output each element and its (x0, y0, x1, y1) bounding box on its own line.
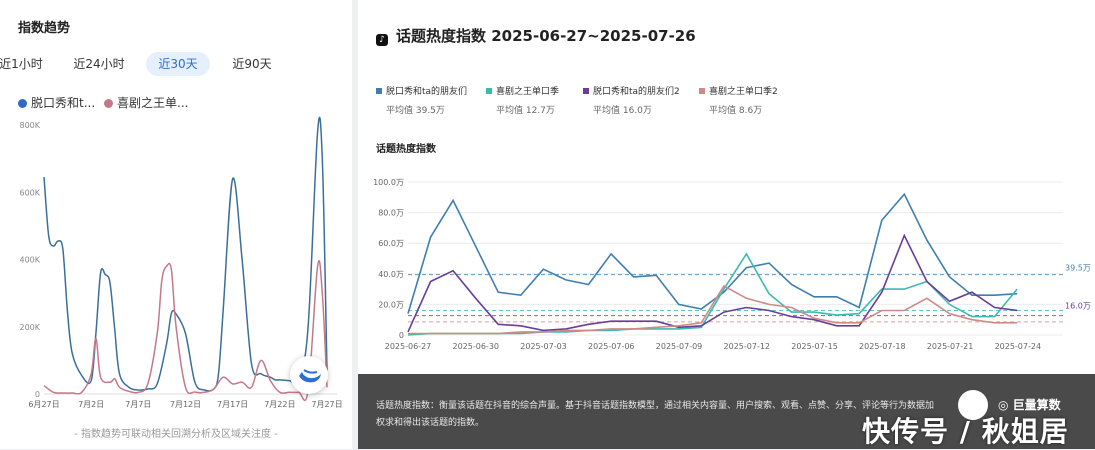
legend-average: 平均值 8.6万 (709, 106, 763, 116)
description-bar: 话题热度指数：衡量该话题在抖音的综合声量。基于抖音话题指数模型，通过相关内容量、… (358, 374, 1095, 449)
y-tick-label: 200K (19, 323, 40, 332)
right-legend-item: 脱口秀和ta的朋友们 (376, 84, 467, 97)
series-line (43, 259, 328, 402)
x-tick-label: 7月2日 (78, 400, 104, 409)
legend-swatch (583, 88, 589, 94)
legend-label: 脱口秀和ta的朋友们 (386, 87, 468, 97)
chart-subtitle: 话题热度指数 (376, 144, 436, 155)
y-tick-label: 0 (35, 390, 40, 399)
legend-swatch (699, 88, 705, 94)
average-label: 39.5万 (1065, 264, 1091, 273)
series-line (408, 284, 1018, 335)
left-panel: 指数趋势 近1小时 近24小时 近30天 近90天 脱口秀和t... 喜剧之王单… (0, 0, 352, 449)
x-tick-label: 2025-07-03 (520, 342, 567, 351)
x-tick-label: 2025-07-15 (791, 342, 838, 351)
x-tick-label: 2025-07-18 (859, 342, 906, 351)
watermark: 快传号 / 秋姐居 (862, 415, 1069, 448)
x-tick-label: 7月27日 (311, 400, 342, 409)
x-tick-label: 6月27日 (28, 400, 59, 409)
qr-code-icon (958, 390, 988, 420)
series-line (407, 233, 1018, 333)
x-tick-label: 2025-07-21 (927, 342, 974, 351)
tab-30d[interactable]: 近30天 (146, 52, 210, 76)
legend-swatch (376, 88, 382, 94)
tiktok-icon: ♪ (376, 34, 388, 46)
y-tick-label: 100.0万 (373, 178, 404, 187)
x-tick-label: 2025-06-30 (453, 342, 500, 351)
x-tick-label: 7月17日 (217, 400, 248, 409)
x-tick-label: 2025-07-12 (724, 342, 771, 351)
right-legend-item: 脱口秀和ta的朋友们2 (583, 84, 680, 97)
legend-label: 脱口秀和ta的朋友们2 (593, 87, 680, 97)
legend-label: 喜剧之王单... (117, 96, 189, 110)
tab-90d[interactable]: 近90天 (232, 57, 272, 71)
y-tick-label: 80.0万 (378, 209, 404, 218)
right-legend-item: 喜剧之王单口季2 (699, 84, 778, 97)
right-heat-chart: 0 20.0万 40.0万 60.0万 80.0万 100.0万 2025-06-27 202… (373, 178, 1091, 351)
bird-logo-icon (299, 369, 321, 383)
brand-logo: ◎ 巨量算数 (998, 396, 1061, 413)
brand-name: 巨量算数 (1012, 398, 1061, 412)
right-legend-item: 喜剧之王单口季 (486, 84, 559, 97)
y-tick-label: 800K (19, 121, 40, 130)
index-description: 话题热度指数：衡量该话题在抖音的综合声量。基于抖音话题指数模型，通过相关内容量、… (376, 401, 935, 428)
left-footer-note: - 指数趋势可联动相关回溯分析及区域关注度 - (74, 429, 278, 440)
x-tick-label: 7月22日 (264, 400, 295, 409)
series-line (407, 252, 1018, 336)
tab-1h[interactable]: 近1小时 (0, 57, 43, 71)
left-trend-chart: 0 200K 400K 600K 800K 6月27日 7月2日 7月7日 7月12日 7月17日… (19, 116, 343, 409)
y-tick-label: 20.0万 (378, 300, 404, 309)
legend-label: 脱口秀和t... (31, 96, 96, 110)
right-title: ♪ 话题热度指数 2025-06-27~2025-07-26 (376, 25, 696, 46)
legend-average: 平均值 39.5万 (386, 106, 445, 116)
legend-swatch (486, 88, 492, 94)
brand-mark-icon: ◎ (998, 398, 1013, 412)
y-tick-label: 60.0万 (378, 239, 404, 248)
y-tick-label: 400K (19, 256, 40, 265)
x-tick-label: 2025-07-09 (656, 342, 703, 351)
x-tick-label: 2025-06-27 (385, 342, 432, 351)
series-line (407, 192, 1018, 314)
x-tick-label: 7月7日 (125, 400, 151, 409)
legend-item[interactable]: 喜剧之王单... (104, 94, 188, 111)
x-tick-label: 7月12日 (170, 400, 201, 409)
x-tick-label: 2025-07-06 (588, 342, 635, 351)
legend-average: 平均值 16.0万 (593, 106, 652, 116)
assistant-float-button[interactable] (290, 356, 328, 394)
average-label: 16.0万 (1065, 302, 1091, 311)
legend-label: 喜剧之王单口季2 (709, 87, 778, 97)
legend-average: 平均值 12.7万 (496, 106, 555, 116)
legend-item[interactable]: 脱口秀和t... (18, 94, 95, 111)
legend-dot (104, 99, 113, 108)
series-line (43, 116, 328, 392)
y-tick-label: 0 (399, 331, 404, 340)
y-tick-label: 40.0万 (378, 270, 404, 279)
right-panel: ♪ 话题热度指数 2025-06-27~2025-07-26 脱口秀和ta的朋友们… (358, 0, 1095, 374)
legend-dot (18, 99, 27, 108)
x-tick-label: 2025-07-24 (995, 342, 1042, 351)
right-title-text: 话题热度指数 2025-06-27~2025-07-26 (396, 27, 696, 45)
left-panel-title: 指数趋势 (18, 21, 71, 36)
tab-24h[interactable]: 近24小时 (73, 57, 125, 71)
y-tick-label: 600K (19, 188, 40, 197)
legend-label: 喜剧之王单口季 (496, 87, 560, 97)
